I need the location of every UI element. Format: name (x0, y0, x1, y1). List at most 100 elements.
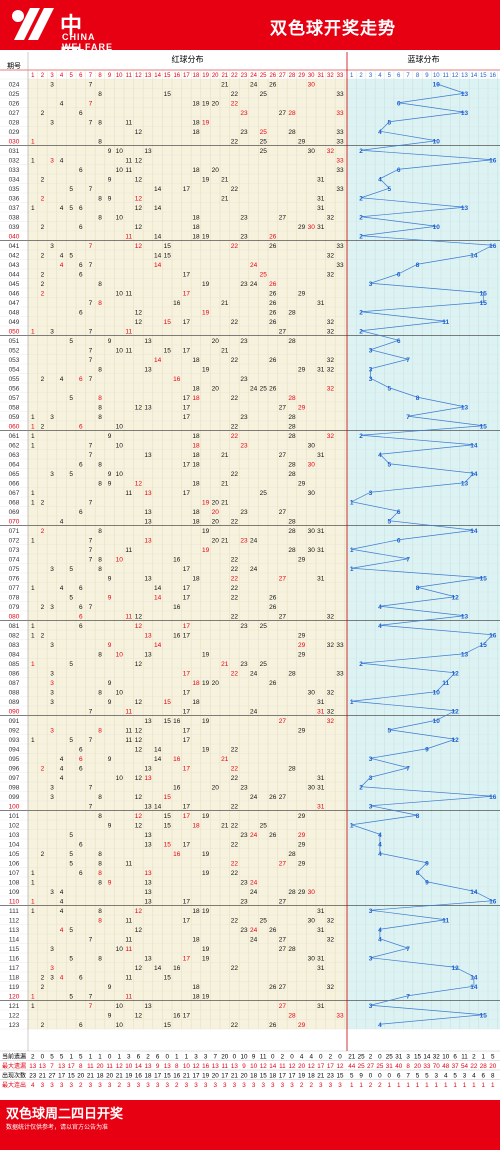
red-ball-number: 25 (260, 385, 268, 392)
stats-blue-value: 70 (433, 1063, 441, 1070)
blue-col-number: 13 (461, 73, 468, 79)
period-label: 121 (9, 1003, 20, 1010)
red-ball-number: 15 (164, 347, 172, 354)
red-ball-number: 22 (231, 518, 239, 525)
red-ball-number: 29 (298, 889, 306, 896)
stats-red-value: 3 (204, 1054, 208, 1061)
blue-ball-number: 7 (406, 414, 410, 421)
stats-blue-value: 1 (453, 1082, 457, 1089)
blue-col-number: 16 (489, 73, 496, 79)
red-ball-number: 7 (89, 100, 93, 107)
stats-red-value: 3 (156, 1082, 160, 1089)
period-label: 035 (9, 186, 20, 193)
red-ball-number: 30 (308, 955, 316, 962)
red-ball-number: 3 (50, 889, 54, 896)
red-ball-number: 2 (41, 1022, 45, 1029)
red-ball-number: 4 (60, 889, 64, 896)
stats-red-value: 12 (116, 1063, 124, 1070)
blue-col-number: 11 (443, 73, 450, 79)
blue-ball-number: 5 (387, 385, 391, 392)
red-ball-number: 19 (202, 651, 210, 658)
red-ball-number: 17 (183, 955, 191, 962)
stats-red-value: 18 (269, 1073, 277, 1080)
red-ball-number: 27 (279, 613, 287, 620)
period-label: 097 (9, 775, 20, 782)
stats-label: 当前遗漏 (2, 1053, 26, 1061)
red-ball-number: 3 (50, 784, 54, 791)
red-ball-number: 11 (125, 946, 132, 953)
red-ball-number: 33 (336, 129, 344, 136)
red-ball-number: 28 (288, 461, 296, 468)
red-ball-number: 7 (89, 243, 93, 250)
stats-red-value: 0 (290, 1054, 294, 1061)
red-col-number: 21 (221, 73, 228, 79)
stats-blue-value: 6 (482, 1073, 486, 1080)
stats-red-value: 3 (204, 1082, 208, 1089)
red-ball-number: 3 (50, 243, 54, 250)
red-ball-number: 31 (317, 195, 325, 202)
blue-ball-number: 14 (470, 252, 478, 259)
stats-red-value: 13 (212, 1063, 220, 1070)
red-ball-number: 12 (135, 319, 143, 326)
red-ball-number: 7 (89, 347, 93, 354)
stats-blue-value: 21 (348, 1054, 356, 1061)
blue-ball-number: 5 (387, 461, 391, 468)
stats-red-value: 20 (221, 1054, 229, 1061)
stats-red-value: 8 (175, 1063, 179, 1070)
stats-blue-value: 20 (414, 1063, 422, 1070)
red-ball-number: 16 (173, 718, 181, 725)
red-ball-number: 8 (98, 404, 102, 411)
red-ball-number: 11 (125, 328, 132, 335)
red-ball-number: 1 (31, 205, 35, 212)
red-ball-number: 6 (79, 974, 83, 981)
stats-red-value: 21 (183, 1073, 191, 1080)
red-ball-number: 14 (154, 252, 162, 259)
period-label: 085 (9, 661, 20, 668)
blue-ball-number: 5 (387, 119, 391, 126)
red-ball-number: 14 (154, 262, 162, 269)
stats-blue-value: 0 (378, 1073, 382, 1080)
red-ball-number: 17 (183, 594, 191, 601)
red-ball-number: 8 (98, 689, 102, 696)
red-col-number: 22 (231, 73, 238, 79)
blue-ball-number: 15 (480, 423, 488, 430)
blue-ball-number: 7 (406, 993, 410, 1000)
period-label: 025 (9, 91, 20, 98)
red-ball-number: 8 (98, 214, 102, 221)
red-ball-number: 6 (79, 1022, 83, 1029)
red-ball-number: 13 (144, 841, 152, 848)
red-ball-number: 22 (231, 423, 239, 430)
red-col-number: 17 (183, 73, 190, 79)
red-ball-number: 22 (231, 585, 239, 592)
red-ball-number: 18 (192, 224, 200, 231)
red-ball-number: 25 (260, 822, 268, 829)
red-ball-number: 19 (202, 851, 210, 858)
blue-ball-number: 9 (425, 860, 429, 867)
red-ball-number: 18 (192, 395, 200, 402)
red-ball-number: 2 (41, 984, 45, 991)
red-ball-number: 28 (288, 851, 296, 858)
red-ball-number: 24 (250, 281, 258, 288)
red-ball-number: 5 (69, 737, 73, 744)
red-ball-number: 6 (79, 870, 83, 877)
red-col-number: 15 (164, 73, 171, 79)
red-ball-number: 31 (317, 224, 325, 231)
red-ball-number: 4 (60, 927, 64, 934)
red-ball-number: 26 (269, 81, 277, 88)
red-ball-number: 8 (98, 556, 102, 563)
red-ball-number: 4 (60, 756, 64, 763)
red-ball-number: 9 (108, 879, 112, 886)
stats-red-value: 16 (202, 1063, 210, 1070)
stats-blue-value: 2 (369, 1054, 373, 1061)
red-ball-number: 30 (308, 528, 316, 535)
red-ball-number: 31 (317, 176, 325, 183)
blue-ball-number: 16 (489, 898, 497, 905)
stats-red-value: 17 (327, 1063, 335, 1070)
red-ball-number: 33 (336, 642, 344, 649)
stats-red-value: 13 (58, 1063, 66, 1070)
period-label: 049 (9, 319, 20, 326)
red-ball-number: 16 (173, 632, 181, 639)
period-label: 054 (9, 366, 20, 373)
red-ball-number: 6 (79, 461, 83, 468)
red-ball-number: 12 (135, 243, 143, 250)
